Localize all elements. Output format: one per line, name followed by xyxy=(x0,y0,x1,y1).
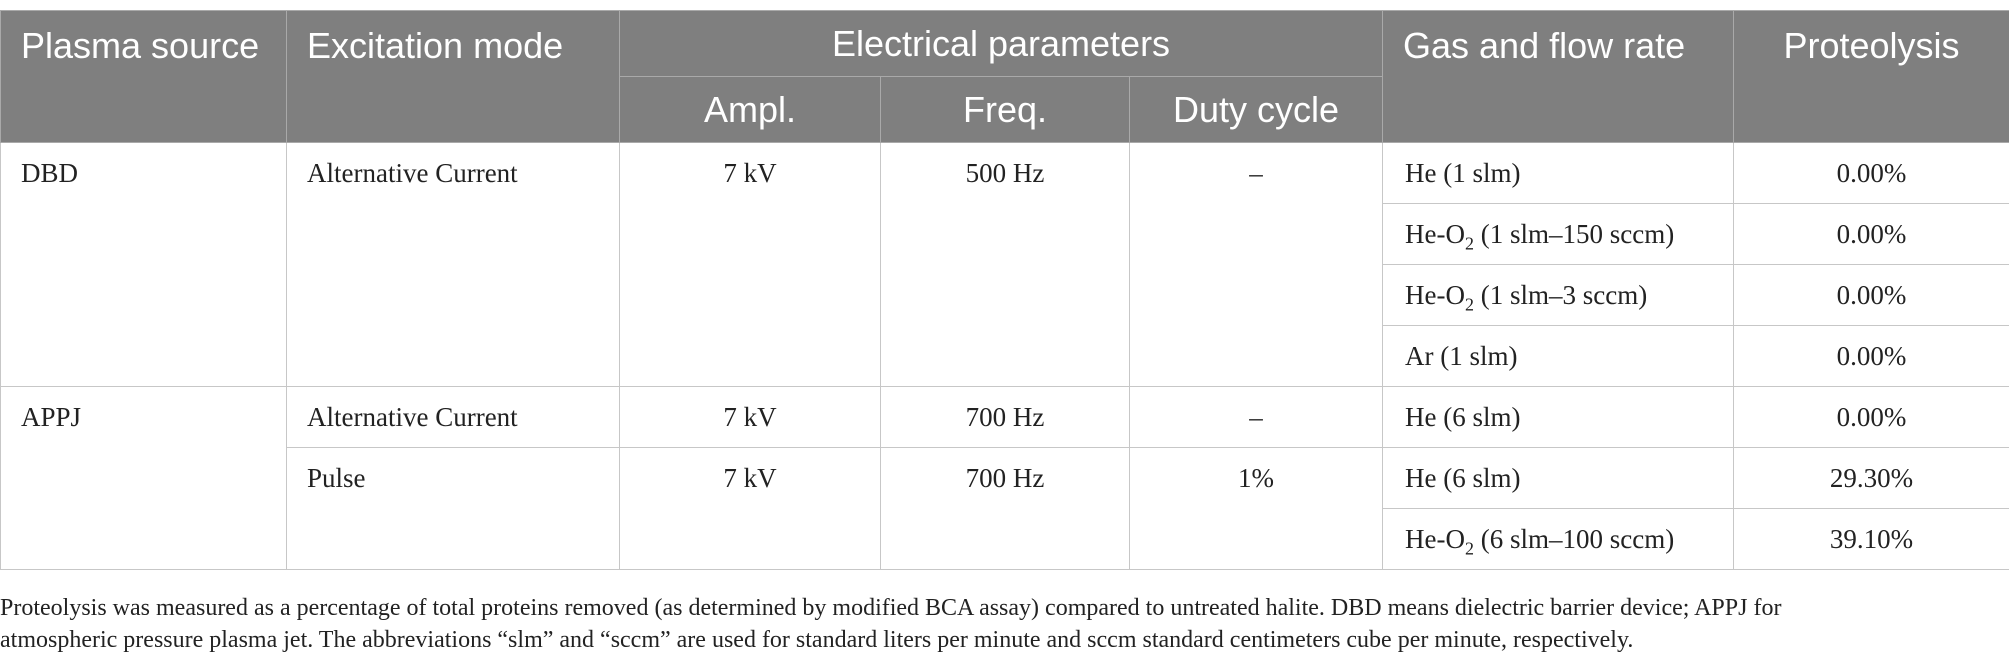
table-row: He-O2 (1 slm–3 sccm) 0.00% xyxy=(1,264,2009,326)
table-footnote: Proteolysis was measured as a percentage… xyxy=(0,592,2000,656)
gas-subscript: 2 xyxy=(1464,233,1474,254)
gas-flow-cell: He (6 slm) xyxy=(1382,447,1734,509)
table-row: He-O2 (6 slm–100 sccm) 39.10% xyxy=(1,508,2009,570)
header-ampl: Ampl. xyxy=(619,76,881,143)
excitation-mode-cell: Alternative Current xyxy=(286,386,620,448)
gas-name: He-O xyxy=(1405,219,1465,249)
data-table: Plasma source Excitation mode Electrical… xyxy=(0,10,2009,570)
gas-flow-cell: He (1 slm) xyxy=(1382,142,1734,204)
footnote-line: atmospheric pressure plasma jet. The abb… xyxy=(0,627,1634,653)
excitation-mode-cell: Pulse xyxy=(286,447,620,570)
gas-name: He (6 slm) xyxy=(1405,402,1521,432)
excitation-mode-cell: Alternative Current xyxy=(286,142,620,387)
gas-name: He (6 slm) xyxy=(1405,463,1521,493)
table-row: Pulse 7 kV 700 Hz 1% He (6 slm) 29.30% xyxy=(1,447,2009,570)
header-electrical-parameters: Electrical parameters xyxy=(619,10,1383,77)
freq-cell: 700 Hz xyxy=(880,386,1130,448)
gas-flow-cell: He (6 slm) xyxy=(1382,386,1734,448)
gas-flow-rate: (1 slm–150 sccm) xyxy=(1473,219,1675,249)
header-proteolysis: Proteolysis xyxy=(1733,10,2009,143)
gas-name: He (1 slm) xyxy=(1405,158,1521,188)
ampl-cell: 7 kV xyxy=(619,447,881,570)
gas-name: He-O xyxy=(1405,524,1465,554)
header-plasma-source: Plasma source xyxy=(0,10,287,143)
gas-flow-cell: He-O2 (1 slm–150 sccm) xyxy=(1382,203,1734,265)
table-row: APPJ Alternative Current 7 kV 700 Hz – He (6 … xyxy=(0,386,2009,570)
header-gas-flow-rate: Gas and flow rate xyxy=(1382,10,1734,143)
duty-cycle-cell: – xyxy=(1129,142,1383,387)
gas-flow-cell: He-O2 (6 slm–100 sccm) xyxy=(1382,508,1734,570)
proteolysis-cell: 0.00% xyxy=(1733,264,2009,326)
duty-cycle-cell: 1% xyxy=(1129,447,1383,570)
proteolysis-cell: 29.30% xyxy=(1733,447,2009,509)
gas-name: He-O xyxy=(1405,280,1465,310)
proteolysis-cell: 39.10% xyxy=(1733,508,2009,570)
table-body: DBD Alternative Current 7 kV 500 Hz – He (1 s… xyxy=(0,142,2009,570)
plasma-source-cell: DBD xyxy=(0,142,287,387)
gas-flow-cell: Ar (1 slm) xyxy=(1382,325,1734,387)
gas-flow-rate: (1 slm–3 sccm) xyxy=(1473,280,1648,310)
footnote-line: Proteolysis was measured as a percentage… xyxy=(0,595,1782,621)
ampl-cell: 7 kV xyxy=(619,142,881,387)
plasma-source-cell: APPJ xyxy=(0,386,287,570)
gas-flow-cell: He-O2 (1 slm–3 sccm) xyxy=(1382,264,1734,326)
freq-cell: 700 Hz xyxy=(880,447,1130,570)
table-row: DBD Alternative Current 7 kV 500 Hz – He (1 s… xyxy=(0,142,2009,387)
table-row: He-O2 (1 slm–150 sccm) 0.00% xyxy=(1,203,2009,265)
proteolysis-cell: 0.00% xyxy=(1733,203,2009,265)
header-row: Plasma source Excitation mode Electrical… xyxy=(0,10,2009,143)
gas-subscript: 2 xyxy=(1464,294,1474,315)
proteolysis-cell: 0.00% xyxy=(1733,142,2009,204)
freq-cell: 500 Hz xyxy=(880,142,1130,387)
table-row: Ar (1 slm) 0.00% xyxy=(1,325,2009,387)
gas-flow-rate: (6 slm–100 sccm) xyxy=(1473,524,1675,554)
header-freq: Freq. xyxy=(880,76,1130,143)
duty-cycle-cell: – xyxy=(1129,386,1383,448)
header-duty-cycle: Duty cycle xyxy=(1129,76,1383,143)
proteolysis-cell: 0.00% xyxy=(1733,386,2009,448)
gas-subscript: 2 xyxy=(1464,538,1474,559)
header-excitation-mode: Excitation mode xyxy=(286,10,620,143)
proteolysis-cell: 0.00% xyxy=(1733,325,2009,387)
ampl-cell: 7 kV xyxy=(619,386,881,448)
header-subrow: Ampl. Freq. Duty cycle xyxy=(1,76,2009,143)
gas-name: Ar (1 slm) xyxy=(1405,341,1518,371)
table-header: Plasma source Excitation mode Electrical… xyxy=(0,10,2009,143)
